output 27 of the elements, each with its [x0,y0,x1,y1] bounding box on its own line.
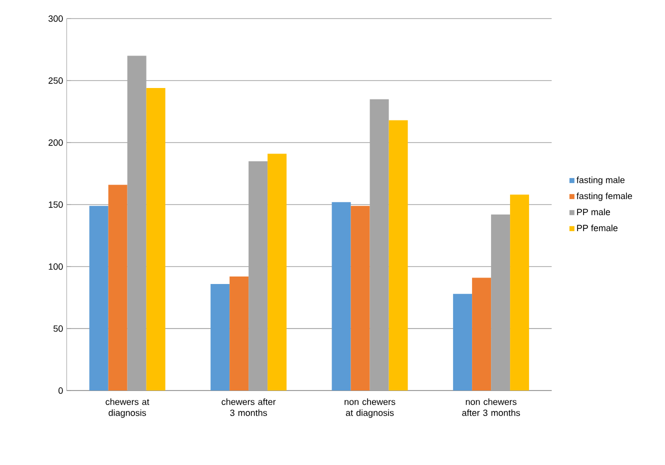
bar [230,276,249,391]
bar [453,294,472,391]
bar [89,206,108,391]
x-tick-label: non chewers at diagnosis [344,398,396,418]
bar [510,194,530,391]
y-tick-label: 200 [48,139,63,146]
y-tick-label: 0 [58,387,63,394]
y-tick-label: 50 [54,325,63,332]
x-tick-label: non chewers after 3 months [462,398,520,416]
legend-label: fasting male [576,176,625,185]
legend-label: PP male [577,208,610,216]
y-tick-label: 300 [48,15,63,22]
bar [388,120,408,391]
x-tick-label: chewers after 3 months [222,398,276,416]
legend-label: PP female [577,224,618,232]
bar [108,184,128,391]
y-tick-label: 150 [48,201,63,208]
y-tick-label: 100 [48,263,63,270]
x-tick-label: chewers at diagnosis [106,398,150,418]
bar [350,206,370,391]
legend-label: fasting female [576,192,632,201]
bar [210,284,230,391]
bar [146,88,166,391]
y-tick-label: 250 [48,77,63,84]
bar [472,278,492,391]
bar [332,202,351,391]
bar [268,154,287,391]
